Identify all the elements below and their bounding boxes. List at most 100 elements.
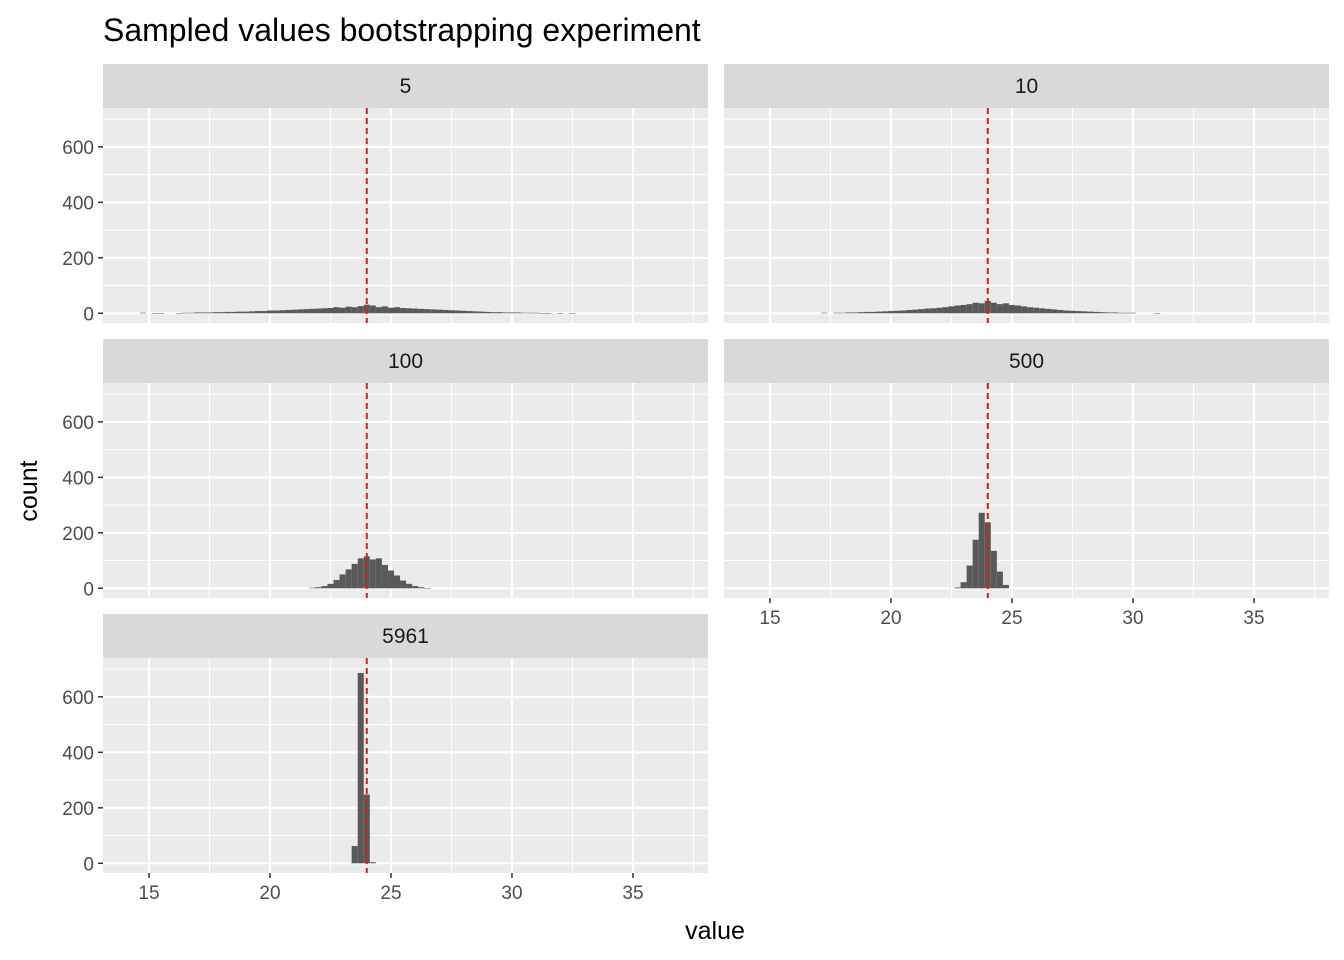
histogram-bar xyxy=(406,583,413,589)
facet-panel: 5 0 200 400 600 xyxy=(62,64,708,325)
histogram-bar xyxy=(1045,308,1052,314)
histogram-bar xyxy=(1129,312,1137,314)
histogram-bar xyxy=(351,846,358,864)
histogram-bar xyxy=(339,307,346,314)
histogram-bar xyxy=(381,306,388,314)
histogram-bar xyxy=(1117,312,1124,314)
histogram-bar xyxy=(321,308,328,314)
histogram-bar xyxy=(545,313,552,314)
histogram-bar xyxy=(406,308,413,314)
histogram-bar xyxy=(357,672,364,864)
histogram-bar xyxy=(1154,313,1161,314)
facet-strip-label: 5961 xyxy=(382,625,429,648)
histogram-bar xyxy=(936,307,943,314)
histogram-bar xyxy=(1027,307,1034,314)
histogram-bar xyxy=(490,312,497,314)
facet-strip-label: 500 xyxy=(1009,350,1044,373)
histogram-bar xyxy=(254,311,261,314)
histogram-bar xyxy=(369,862,376,864)
histogram-bar xyxy=(285,309,292,314)
facet-strip xyxy=(724,339,1329,383)
x-tick-label: 15 xyxy=(759,608,780,629)
histogram-bar xyxy=(224,311,231,314)
histogram-bar xyxy=(978,303,985,314)
histogram-bar xyxy=(1021,306,1028,314)
histogram-bar xyxy=(387,570,395,589)
histogram-bar xyxy=(833,312,840,314)
histogram-bar xyxy=(309,308,316,314)
histogram-bar xyxy=(1099,312,1106,314)
histogram-bar xyxy=(152,313,159,314)
histogram-bar xyxy=(279,310,286,314)
facet-strip-label: 100 xyxy=(388,350,423,373)
histogram-bar xyxy=(839,312,846,314)
histogram-bar xyxy=(236,311,243,314)
histogram-bar xyxy=(1002,303,1009,314)
histogram-bar xyxy=(990,302,997,314)
facet-strip-label: 10 xyxy=(1015,75,1038,98)
histogram-bar xyxy=(418,308,425,314)
histogram-bar xyxy=(333,307,340,314)
histogram-bar xyxy=(188,312,195,314)
histogram-bar xyxy=(351,307,358,314)
histogram-bar xyxy=(303,309,310,314)
histogram-bar xyxy=(309,587,316,589)
histogram-bar xyxy=(539,313,546,314)
histogram-bar xyxy=(515,312,522,314)
histogram-bar xyxy=(394,307,401,314)
histogram-bar xyxy=(966,304,973,314)
histogram-bar xyxy=(333,579,340,589)
histogram-bar xyxy=(875,311,882,314)
histogram-bar xyxy=(454,310,461,314)
histogram-bar xyxy=(972,302,979,314)
y-tick-label: 400 xyxy=(62,468,94,489)
histogram-bar xyxy=(1057,309,1064,314)
histogram-bar xyxy=(212,312,219,314)
x-tick-label: 20 xyxy=(880,608,901,629)
histogram-bar xyxy=(1033,307,1040,314)
histogram-bar xyxy=(857,312,864,314)
histogram-bar xyxy=(948,306,955,314)
panel-background xyxy=(103,383,708,598)
histogram-bar xyxy=(845,312,852,314)
histogram-bar xyxy=(557,313,564,314)
histogram-bar xyxy=(369,305,376,314)
histogram-bar xyxy=(375,558,382,589)
y-tick-label: 200 xyxy=(62,799,94,820)
histogram-bar xyxy=(448,310,455,314)
histogram-bar xyxy=(315,587,322,589)
x-tick-label: 35 xyxy=(622,883,643,904)
histogram-bar xyxy=(418,587,425,589)
y-tick-label: 600 xyxy=(62,138,94,159)
histogram-bar xyxy=(345,569,352,589)
histogram-bar xyxy=(248,311,255,314)
x-tick-label: 15 xyxy=(138,883,159,904)
histogram-bar xyxy=(260,311,267,314)
histogram-bar xyxy=(942,307,949,314)
histogram-bar xyxy=(375,307,382,314)
histogram-bar xyxy=(484,311,491,314)
histogram-bar xyxy=(139,312,146,314)
y-tick-label: 400 xyxy=(62,193,94,214)
histogram-bar xyxy=(400,308,407,314)
histogram-bar xyxy=(327,308,334,314)
histogram-bar xyxy=(1093,311,1100,314)
histogram-bar xyxy=(1063,310,1070,314)
histogram-bar xyxy=(508,312,516,314)
histogram-bar xyxy=(984,300,991,314)
histogram-bar xyxy=(206,312,213,314)
histogram-bar xyxy=(351,563,358,589)
histogram-bar xyxy=(266,310,274,314)
y-tick-label: 0 xyxy=(83,579,94,600)
y-tick-label: 600 xyxy=(62,413,94,434)
histogram-bar xyxy=(1015,305,1022,314)
histogram-bar xyxy=(527,312,534,314)
facet-strip xyxy=(103,614,708,658)
histogram-bar xyxy=(315,308,322,314)
histogram-bar xyxy=(960,304,967,314)
histogram-bar xyxy=(972,539,979,589)
histogram-bar xyxy=(1051,309,1058,314)
histogram-bar xyxy=(357,558,364,589)
